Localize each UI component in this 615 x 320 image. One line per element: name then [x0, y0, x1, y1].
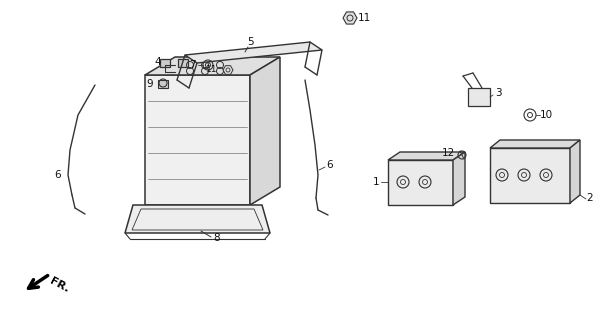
- Polygon shape: [145, 75, 250, 205]
- Text: 3: 3: [494, 88, 501, 98]
- Text: 11: 11: [206, 66, 218, 75]
- Text: FR.: FR.: [48, 276, 71, 294]
- Text: 6: 6: [55, 170, 62, 180]
- Polygon shape: [490, 140, 580, 148]
- Text: 12: 12: [442, 148, 454, 158]
- Polygon shape: [250, 57, 280, 205]
- Polygon shape: [160, 59, 170, 67]
- Polygon shape: [185, 42, 322, 63]
- Text: 8: 8: [213, 233, 220, 243]
- Polygon shape: [490, 148, 570, 203]
- Polygon shape: [453, 152, 465, 205]
- Text: 9: 9: [147, 79, 153, 89]
- Text: 10: 10: [539, 110, 552, 120]
- Polygon shape: [125, 205, 270, 233]
- Polygon shape: [158, 80, 168, 88]
- Text: 2: 2: [587, 193, 593, 203]
- Polygon shape: [223, 66, 233, 74]
- Polygon shape: [343, 12, 357, 24]
- Text: 4: 4: [155, 57, 161, 67]
- Polygon shape: [570, 140, 580, 203]
- Text: 7: 7: [189, 60, 196, 70]
- Text: 11: 11: [357, 13, 371, 23]
- Polygon shape: [145, 57, 280, 75]
- Text: 5: 5: [247, 37, 253, 47]
- Polygon shape: [468, 88, 490, 106]
- Polygon shape: [388, 160, 453, 205]
- Polygon shape: [388, 152, 465, 160]
- Text: 1: 1: [373, 177, 379, 187]
- Polygon shape: [178, 59, 188, 67]
- Text: 6: 6: [327, 160, 333, 170]
